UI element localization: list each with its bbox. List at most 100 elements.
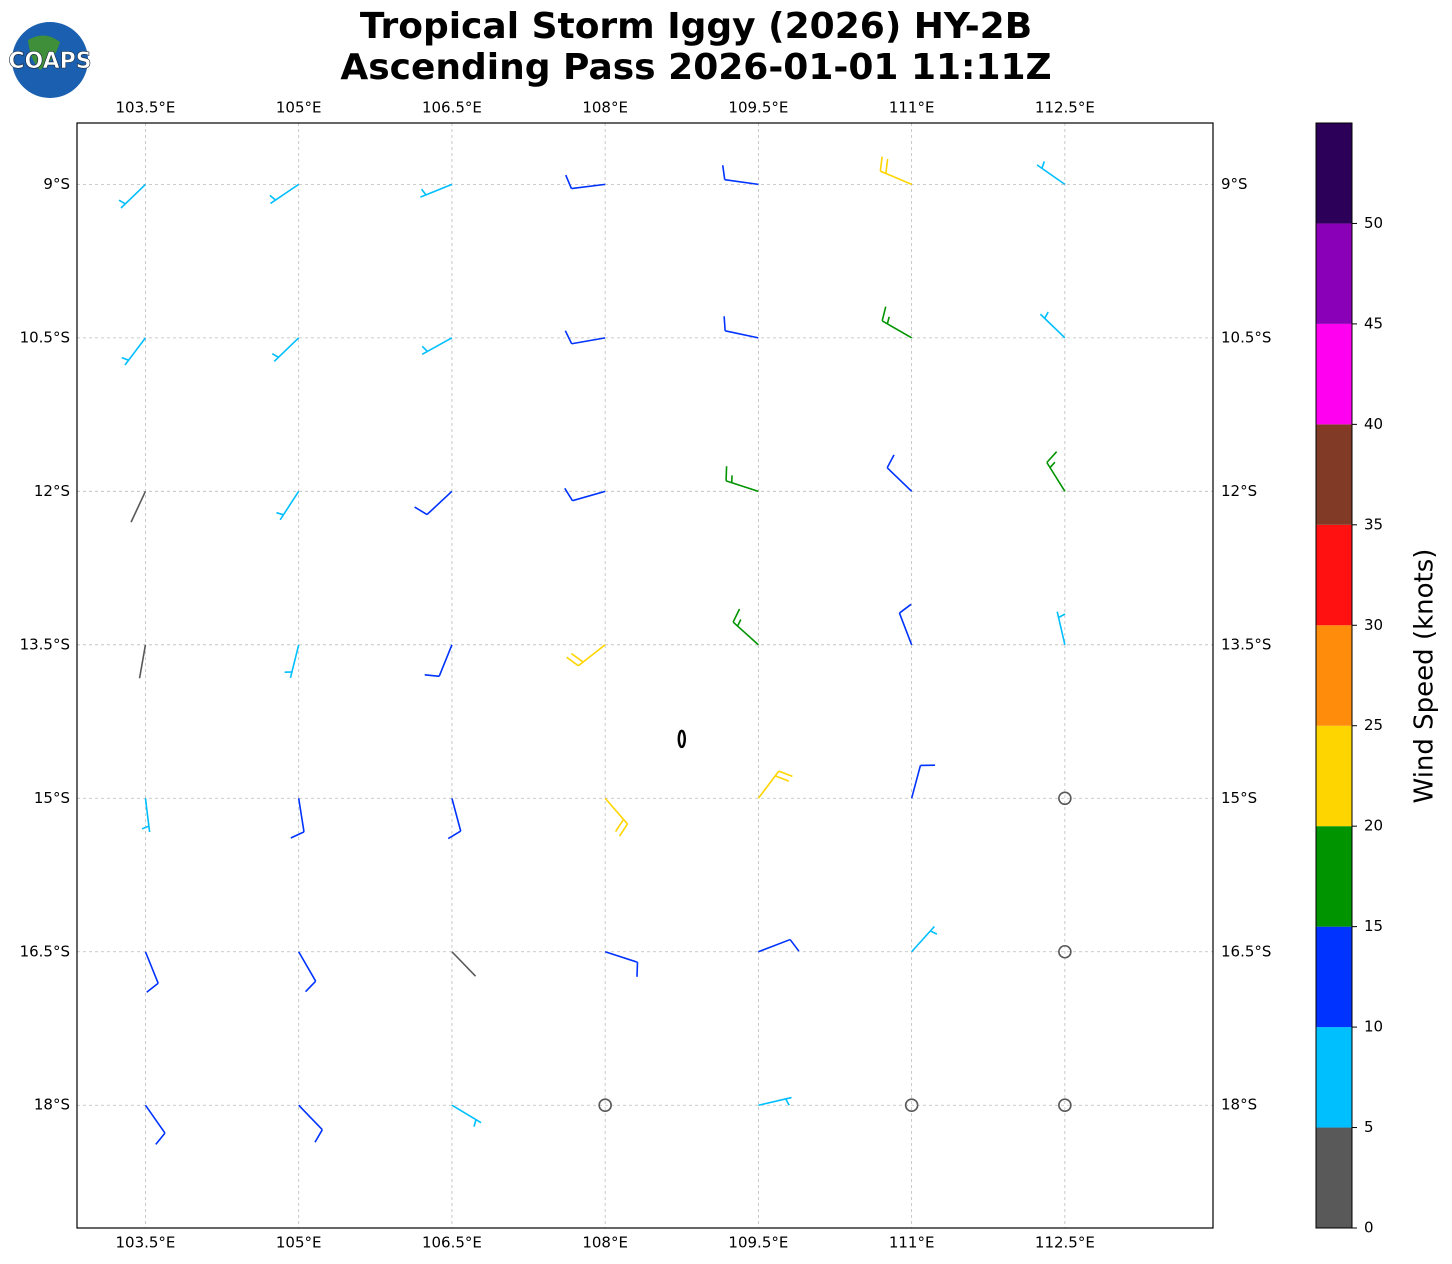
- colorbar-tick-label: 35: [1364, 515, 1383, 533]
- x-tick-label: 106.5°E: [422, 99, 482, 117]
- wind-barb: [723, 316, 759, 339]
- wind-barb: [421, 337, 453, 356]
- colorbar-segment: [1316, 524, 1352, 626]
- colorbar-label: Wind Speed (knots): [1410, 549, 1440, 804]
- logo-text: COAPS: [8, 49, 91, 74]
- y-tick-label: 18°S: [34, 1096, 70, 1114]
- colorbar-tick-label: 25: [1364, 716, 1383, 734]
- wind-barb: [1056, 611, 1066, 645]
- colorbar-tick-label: 45: [1364, 314, 1383, 332]
- colorbar-tick-label: 30: [1364, 616, 1383, 634]
- colorbar-tick-label: 0: [1364, 1219, 1374, 1237]
- wind-barb: [910, 764, 936, 799]
- colorbar-tick-label: 15: [1364, 917, 1383, 935]
- wind-barb: [564, 487, 606, 502]
- y-tick-label: 10.5°S: [20, 328, 70, 346]
- colorbar-segment: [1316, 424, 1352, 525]
- x-tick-label: 112.5°E: [1035, 1234, 1095, 1252]
- logo-land: [28, 35, 60, 70]
- calm-marker: [1058, 1098, 1072, 1113]
- wind-barb: [757, 770, 793, 799]
- wind-barb: [758, 938, 800, 953]
- wind-barb: [141, 798, 151, 833]
- colorbar-segment: [1316, 1027, 1352, 1128]
- wind-barb: [424, 644, 453, 678]
- y-tick-label: 18°S: [1221, 1096, 1257, 1114]
- wind-barb: [451, 951, 477, 977]
- wind-barb: [721, 165, 759, 186]
- wind-barb: [118, 183, 147, 209]
- wind-barb: [564, 330, 606, 345]
- wind-barb: [447, 798, 462, 840]
- x-tick-label: 106.5°E: [422, 1234, 482, 1252]
- y-tick-label: 16.5°S: [1221, 942, 1271, 960]
- y-tick-label: 12°S: [34, 482, 70, 500]
- wind-barb: [290, 798, 305, 839]
- colorbar-segment: [1316, 926, 1352, 1028]
- x-tick-label: 105°E: [276, 1234, 322, 1252]
- colorbar-segment: [1316, 123, 1352, 224]
- x-tick-label: 109.5°E: [728, 99, 788, 117]
- calm-marker: [1058, 944, 1072, 959]
- colorbar-tick-label: 50: [1364, 214, 1383, 232]
- wind-barb: [732, 608, 759, 646]
- wind-barb: [604, 950, 639, 977]
- wind-barb: [284, 644, 300, 678]
- calm-marker: [598, 1098, 612, 1113]
- wind-barb: [879, 156, 912, 186]
- storm-center: [677, 729, 687, 749]
- colorbar-tick-label: 40: [1364, 415, 1383, 433]
- wind-barb: [269, 183, 300, 205]
- colorbar-segment: [1316, 223, 1352, 324]
- calm-marker: [1058, 791, 1072, 806]
- colorbar-segment: [1316, 725, 1352, 827]
- y-tick-label: 15°S: [34, 789, 70, 807]
- colorbar-tick-label: 20: [1364, 817, 1383, 835]
- wind-barb: [297, 951, 317, 993]
- colorbar-tick-label: 5: [1364, 1118, 1374, 1136]
- barb-layer: [118, 156, 1072, 1145]
- wind-barb: [420, 183, 453, 198]
- x-tick-label: 109.5°E: [728, 1234, 788, 1252]
- wind-barb: [298, 1104, 323, 1143]
- x-tick-label: 108°E: [582, 99, 628, 117]
- wind-barb: [881, 306, 913, 339]
- x-tick-label: 108°E: [582, 1234, 628, 1252]
- wind-barb: [758, 1096, 792, 1106]
- wind-barb: [414, 490, 453, 516]
- plot-frame: [76, 122, 1214, 1229]
- colorbar-segment: [1316, 625, 1352, 726]
- wind-barb: [144, 951, 159, 993]
- colorbar-segment: [1316, 1127, 1352, 1228]
- chart-title: Tropical Storm Iggy (2026) HY-2B: [360, 6, 1032, 47]
- wind-barb: [271, 337, 300, 363]
- y-tick-label: 13.5°S: [1221, 635, 1271, 653]
- y-tick-label: 15°S: [1221, 789, 1257, 807]
- wind-barb: [564, 174, 606, 190]
- wind-barb: [1046, 451, 1066, 492]
- wind-barb: [566, 644, 606, 667]
- colorbar-tick-label: 10: [1364, 1018, 1383, 1036]
- colorbar-segment: [1316, 323, 1352, 425]
- x-tick-label: 111°E: [889, 1234, 935, 1252]
- wind-barb: [886, 454, 913, 492]
- wind-barb: [144, 1104, 166, 1145]
- colorbar-frame: [1315, 122, 1353, 1229]
- wind-barb: [1036, 161, 1066, 186]
- y-tick-label: 16.5°S: [20, 942, 70, 960]
- y-tick-label: 12°S: [1221, 482, 1257, 500]
- wind-barb: [911, 925, 938, 953]
- x-tick-label: 111°E: [889, 99, 935, 117]
- wind-barb: [604, 797, 629, 837]
- wind-barb: [121, 337, 147, 366]
- wind-barb: [451, 1104, 482, 1127]
- logo: COAPS: [8, 22, 92, 98]
- wind-barb: [725, 466, 759, 493]
- x-tick-label: 103.5°E: [115, 1234, 175, 1252]
- x-tick-label: 105°E: [276, 99, 322, 117]
- calm-marker: [904, 1098, 919, 1113]
- wind-barb: [138, 644, 147, 679]
- x-tick-label: 112.5°E: [1035, 99, 1095, 117]
- wind-barb: [130, 490, 147, 523]
